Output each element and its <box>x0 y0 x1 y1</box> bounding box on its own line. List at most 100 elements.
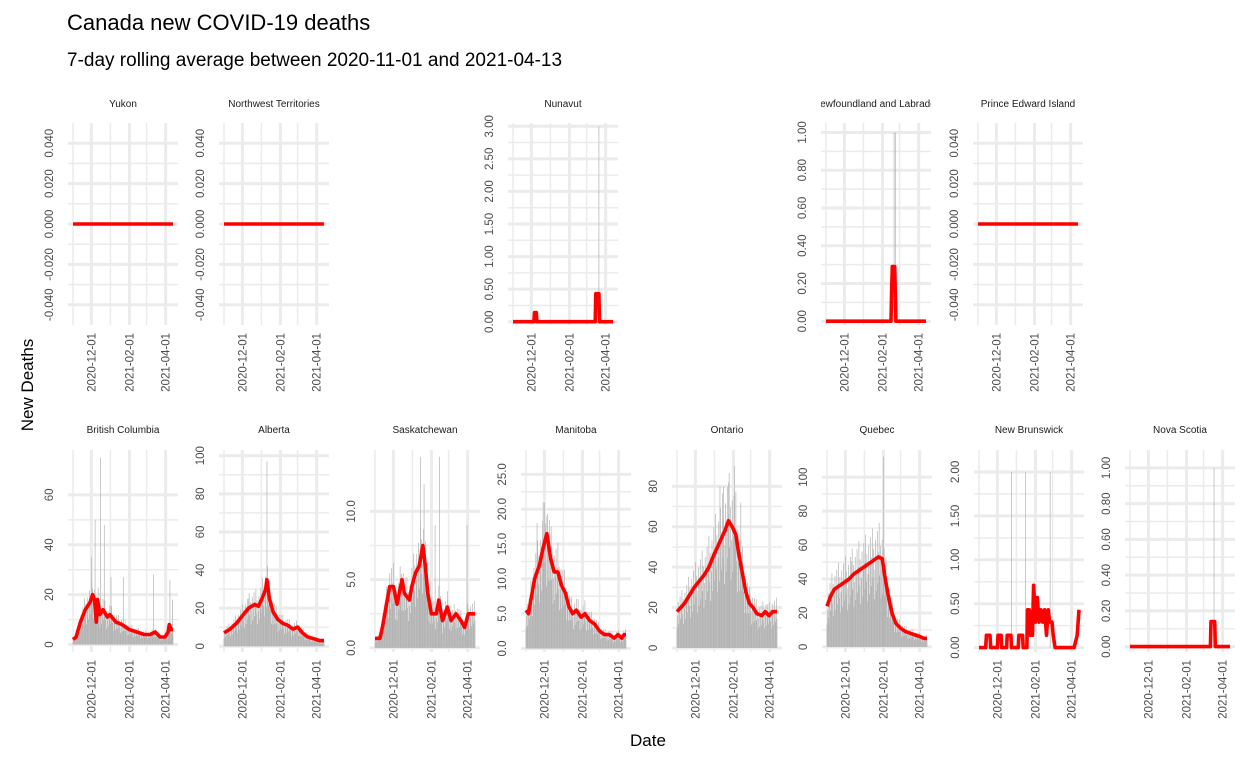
y-tick-label: 0.40 <box>1101 564 1113 586</box>
daily-bar <box>771 628 772 648</box>
daily-bar <box>846 610 848 647</box>
daily-bar <box>315 641 316 647</box>
daily-bar <box>528 598 530 649</box>
daily-bar <box>439 456 440 648</box>
daily-bar <box>680 619 682 648</box>
x-tick-label: 2021-04-01 <box>765 660 777 719</box>
daily-bar <box>283 620 285 647</box>
daily-bar <box>860 604 862 647</box>
daily-bar <box>891 620 892 647</box>
daily-bar <box>262 605 264 647</box>
daily-bar <box>310 636 312 647</box>
daily-bar <box>256 600 258 647</box>
daily-bar <box>763 608 765 648</box>
daily-bar <box>574 604 575 649</box>
daily-bar <box>84 598 86 645</box>
daily-bar <box>265 576 267 647</box>
daily-bar <box>758 607 760 648</box>
daily-bar <box>592 619 594 649</box>
x-tick-label: 2020-12-01 <box>86 660 98 719</box>
daily-bar <box>586 620 588 649</box>
daily-bar <box>224 634 225 647</box>
daily-bar <box>531 606 532 649</box>
daily-bar <box>856 574 857 647</box>
y-tick-label: 1.00 <box>950 549 962 571</box>
daily-bar <box>1025 471 1026 648</box>
daily-bar <box>147 635 149 645</box>
daily-bar <box>165 636 167 645</box>
facet-panel: Nova Scotia 0.00 0.20 0.40 0.60 0.80 1.00 2020-… <box>1101 425 1235 719</box>
daily-bar <box>858 541 860 647</box>
daily-bar <box>613 642 615 649</box>
daily-bar <box>412 578 414 648</box>
y-tick-label: 60 <box>44 488 56 501</box>
daily-bar <box>467 603 468 648</box>
daily-bar <box>726 529 728 648</box>
daily-bar <box>893 132 895 322</box>
daily-bar <box>292 625 294 647</box>
daily-bar <box>141 637 143 645</box>
daily-bar <box>836 569 838 647</box>
x-tick-label: 2021-04-01 <box>161 660 173 719</box>
daily-bar <box>750 624 752 648</box>
daily-bar <box>841 606 843 647</box>
daily-bar <box>593 626 595 649</box>
daily-bar <box>876 531 878 647</box>
y-tick-label: 60 <box>798 539 810 552</box>
daily-bar <box>446 606 448 648</box>
daily-bar <box>114 615 116 645</box>
daily-bar <box>394 619 396 648</box>
y-tick-label: 0.0 <box>346 640 358 656</box>
daily-bar <box>699 582 701 648</box>
daily-bar <box>114 629 116 645</box>
daily-bar <box>137 631 139 645</box>
facet-strip-label: Saskatchewan <box>392 425 457 436</box>
daily-bar <box>702 590 704 648</box>
daily-bar <box>238 629 240 647</box>
y-tick-label: 0.040 <box>44 129 56 158</box>
daily-bar <box>258 596 260 647</box>
daily-bar <box>471 614 473 648</box>
x-axis-label: Date <box>630 731 666 750</box>
daily-bar <box>601 628 602 649</box>
daily-bar <box>276 623 278 647</box>
daily-bar <box>578 620 580 649</box>
daily-bar <box>80 624 81 645</box>
daily-bar <box>303 636 305 647</box>
x-tick-label: 2021-02-01 <box>877 333 889 392</box>
daily-bar <box>920 635 922 647</box>
daily-bar <box>146 639 148 645</box>
daily-bar <box>417 570 419 648</box>
daily-bar <box>747 582 748 648</box>
daily-bar <box>140 634 142 645</box>
facet-panel: Manitoba 0.0 5.0 10.0 15.0 20.0 25.0 2020-12-01… <box>497 425 631 719</box>
daily-bar <box>470 606 472 648</box>
daily-bar <box>827 609 828 647</box>
daily-bar <box>323 641 325 647</box>
daily-bar <box>167 638 168 645</box>
daily-bar <box>403 611 405 648</box>
daily-bar <box>840 612 841 647</box>
daily-bar <box>896 625 898 647</box>
daily-bar <box>313 641 314 647</box>
daily-bar <box>394 585 395 648</box>
daily-bar <box>400 598 402 648</box>
daily-bar <box>409 585 411 648</box>
daily-bar <box>602 633 604 649</box>
y-tick-label: -0.020 <box>44 248 56 281</box>
y-tick-label: 2.00 <box>950 461 962 483</box>
daily-bar <box>884 575 886 647</box>
daily-bar <box>137 635 138 645</box>
daily-bar <box>308 636 310 647</box>
daily-bar <box>265 607 267 647</box>
daily-bar <box>923 638 925 647</box>
daily-bar <box>699 559 701 648</box>
daily-bar <box>440 620 442 648</box>
daily-bar <box>167 633 169 645</box>
daily-bar <box>848 564 849 647</box>
daily-bar <box>281 621 283 647</box>
daily-bar <box>881 539 883 647</box>
daily-bar <box>681 590 683 648</box>
daily-bar <box>752 622 754 648</box>
daily-bar <box>135 636 136 645</box>
